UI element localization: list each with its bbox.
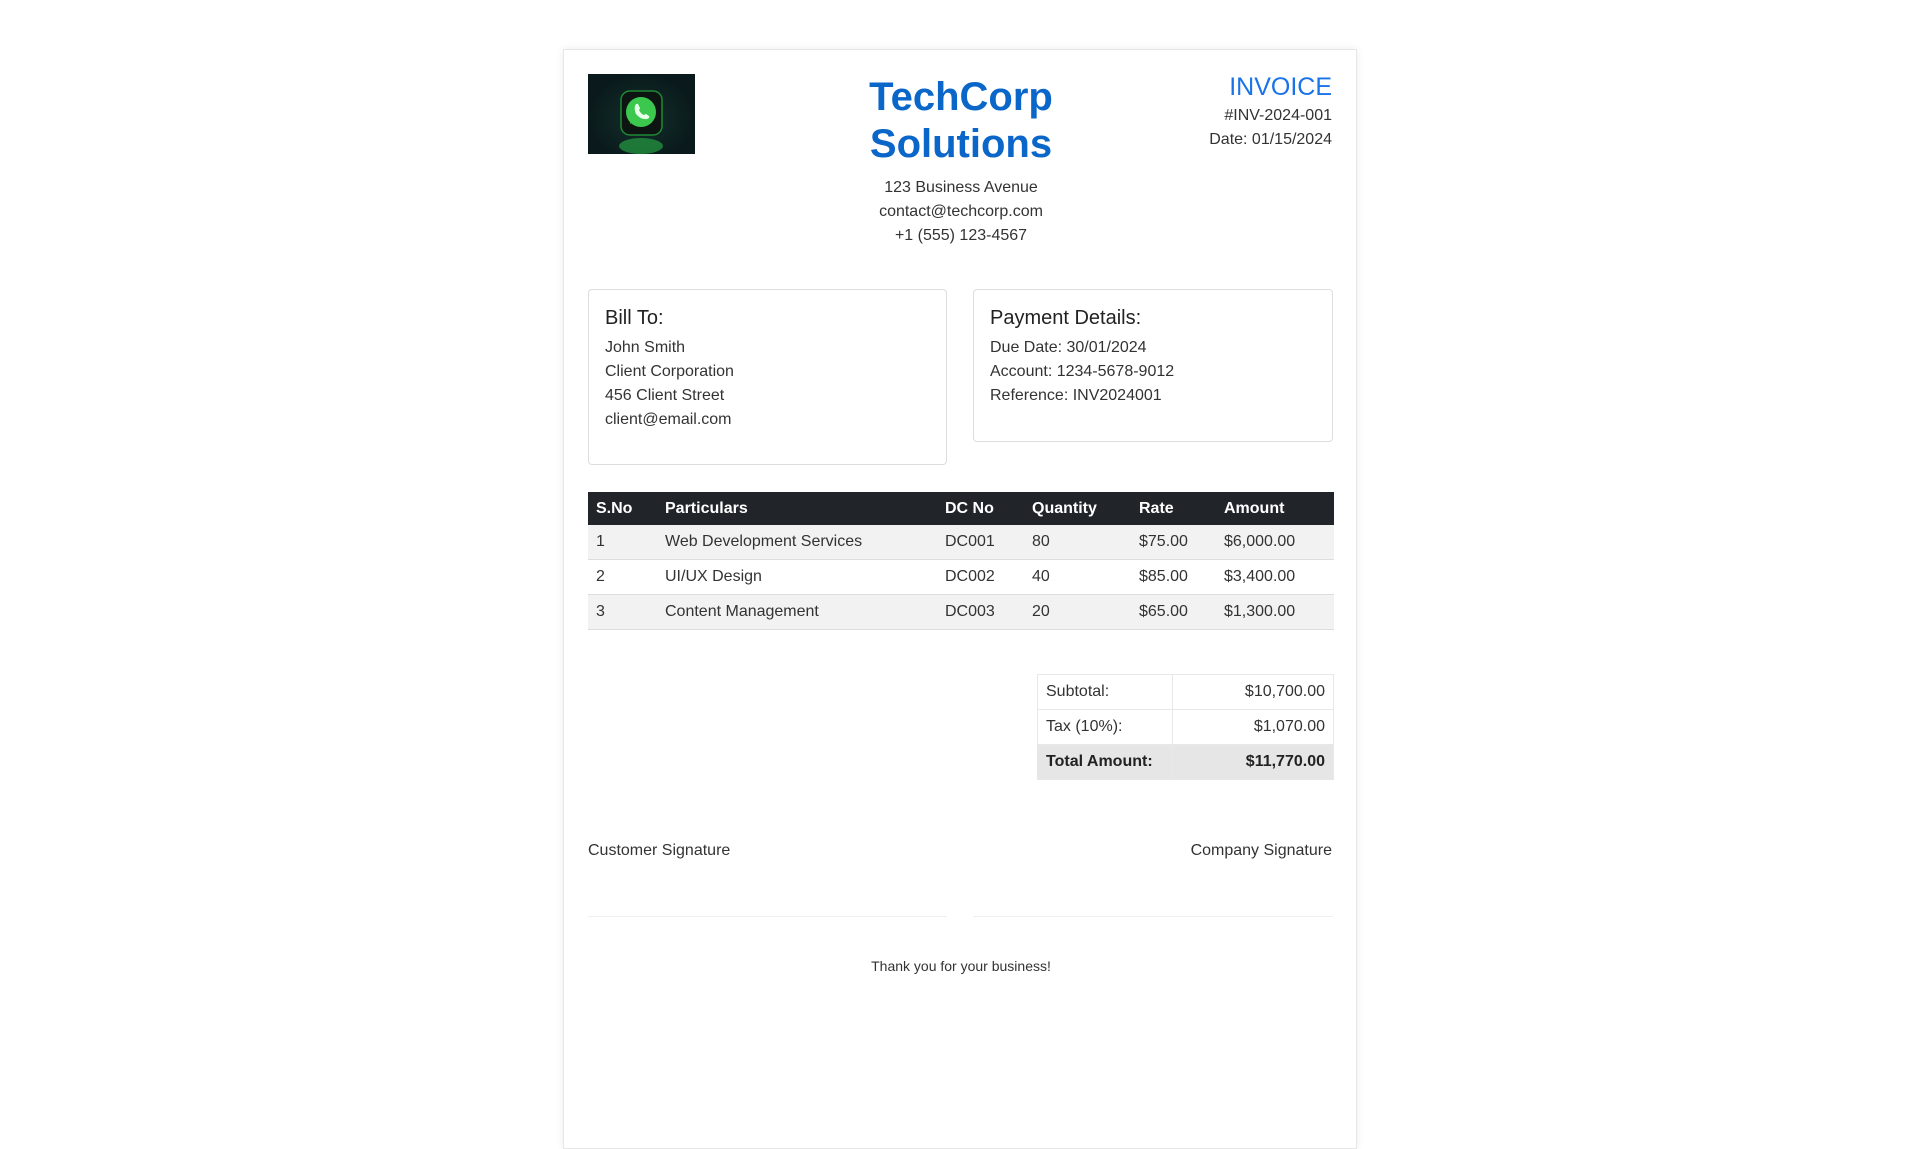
column-header: S.No: [588, 492, 657, 525]
client-company: Client Corporation: [605, 363, 734, 380]
table-cell: DC001: [937, 525, 1024, 560]
payment-details-box: Payment Details: Due Date: 30/01/2024 Ac…: [973, 289, 1333, 442]
table-cell: $65.00: [1131, 594, 1216, 630]
table-row: 2 UI/UX Design DC002 40 $85.00 $3,400.00: [588, 559, 1334, 595]
company-signature-label: Company Signature: [1190, 842, 1332, 859]
table-cell: 2: [588, 559, 657, 595]
table-cell: $3,400.00: [1216, 559, 1334, 595]
table-cell: 1: [588, 525, 657, 560]
total-row: Total Amount: $11,770.00: [1037, 744, 1334, 780]
thank-you-note: Thank you for your business!: [871, 958, 1051, 974]
client-address: 456 Client Street: [605, 387, 725, 404]
invoice-heading: INVOICE: [1229, 73, 1332, 101]
due-date: Due Date: 30/01/2024: [990, 339, 1147, 356]
tax-row: Tax (10%): $1,070.00: [1037, 709, 1334, 745]
company-logo: [588, 74, 695, 154]
table-cell: DC003: [937, 594, 1024, 630]
table-header-row: S.No Particulars DC No Quantity Rate Amo…: [588, 492, 1334, 525]
column-header: Particulars: [657, 492, 937, 525]
table-cell: 3: [588, 594, 657, 630]
customer-signature-line: [588, 916, 947, 917]
table-cell: UI/UX Design: [657, 559, 937, 595]
company-name-line1: TechCorp: [869, 75, 1053, 119]
column-header: Rate: [1131, 492, 1216, 525]
invoice-page: TechCorp Solutions 123 Business Avenue c…: [563, 49, 1357, 1149]
table-cell: Web Development Services: [657, 525, 937, 560]
table-cell: $85.00: [1131, 559, 1216, 595]
subtotal-value: $10,700.00: [1172, 674, 1334, 710]
bill-to-box: Bill To: John Smith Client Corporation 4…: [588, 289, 947, 465]
subtotal-label: Subtotal:: [1037, 674, 1173, 710]
table-cell: DC002: [937, 559, 1024, 595]
tax-label: Tax (10%):: [1037, 709, 1173, 745]
payment-heading: Payment Details:: [990, 307, 1142, 329]
company-address: 123 Business Avenue: [884, 179, 1038, 196]
company-email: contact@techcorp.com: [879, 203, 1043, 220]
company-contact: 123 Business Avenue contact@techcorp.com…: [564, 176, 1358, 248]
column-header: Amount: [1216, 492, 1334, 525]
column-header: DC No: [937, 492, 1024, 525]
table-cell: $1,300.00: [1216, 594, 1334, 630]
table-cell: 40: [1024, 559, 1131, 595]
invoice-meta: INVOICE #INV-2024-001 Date: 01/15/2024: [1209, 70, 1332, 152]
table-cell: 80: [1024, 525, 1131, 560]
column-header: Quantity: [1024, 492, 1131, 525]
reference: Reference: INV2024001: [990, 387, 1162, 404]
customer-signature-label: Customer Signature: [588, 842, 731, 859]
invoice-date: Date: 01/15/2024: [1209, 131, 1332, 148]
table-cell: $75.00: [1131, 525, 1216, 560]
company-name: TechCorp Solutions: [564, 74, 1358, 168]
company-name-line2: Solutions: [869, 122, 1053, 166]
table-cell: $6,000.00: [1216, 525, 1334, 560]
table-row: 1 Web Development Services DC001 80 $75.00 $6…: [588, 525, 1334, 560]
table-cell: Content Management: [657, 594, 937, 630]
whatsapp-phone-icon: [619, 90, 663, 154]
items-table: S.No Particulars DC No Quantity Rate Amo…: [588, 492, 1334, 630]
totals-table: Subtotal: $10,700.00 Tax (10%): $1,070.00 …: [1037, 674, 1334, 780]
total-value: $11,770.00: [1172, 744, 1334, 780]
invoice-number: #INV-2024-001: [1224, 107, 1332, 124]
company-phone: +1 (555) 123-4567: [894, 227, 1028, 244]
total-label: Total Amount:: [1037, 744, 1173, 780]
company-signature-line: [973, 916, 1333, 917]
table-cell: 20: [1024, 594, 1131, 630]
client-email: client@email.com: [605, 411, 732, 428]
bill-to-heading: Bill To:: [605, 307, 664, 329]
tax-value: $1,070.00: [1172, 709, 1334, 745]
account-number: Account: 1234-5678-9012: [990, 363, 1175, 380]
table-row: 3 Content Management DC003 20 $65.00 $1,300.0…: [588, 594, 1334, 630]
subtotal-row: Subtotal: $10,700.00: [1037, 674, 1334, 710]
client-name: John Smith: [605, 339, 686, 356]
